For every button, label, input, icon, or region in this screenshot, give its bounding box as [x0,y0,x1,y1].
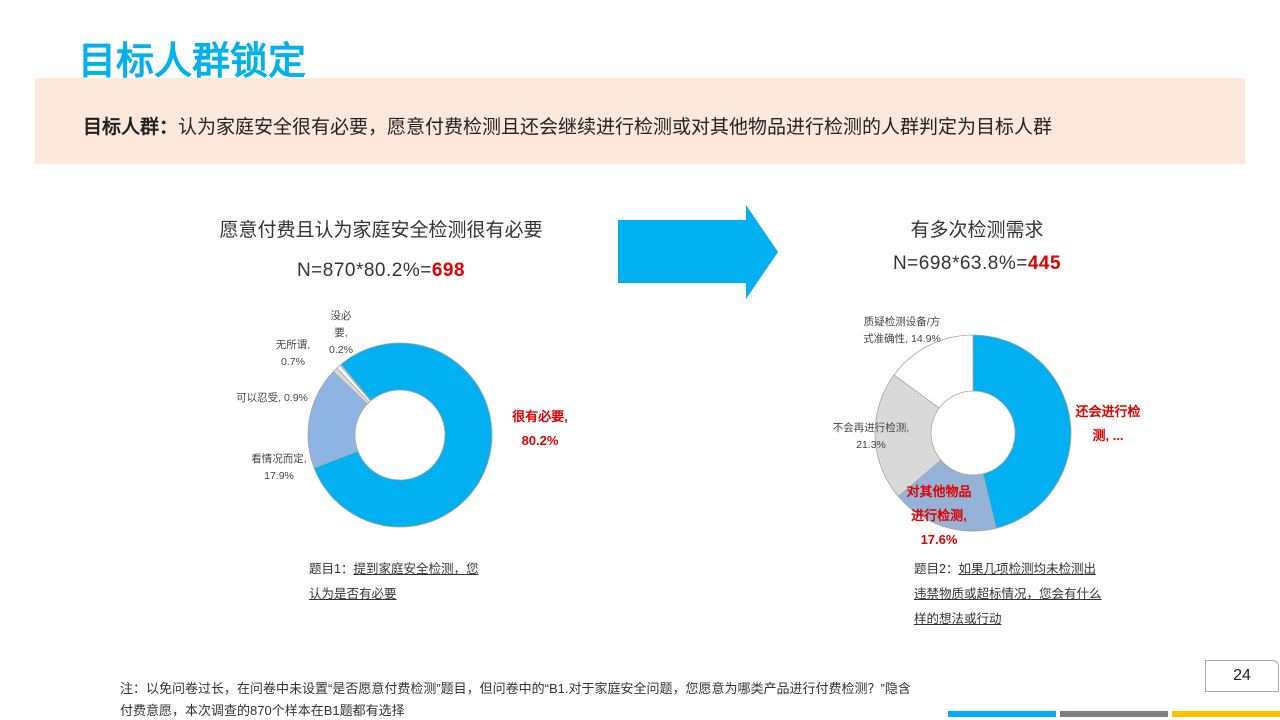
banner-label: 目标人群： [83,117,179,138]
label-value: 0.7% [281,356,305,368]
label-category: 没必要 [331,310,352,339]
label-value: ... [1112,428,1124,443]
left-heading: 愿意付费且认为家庭安全检测很有必要 [219,220,543,241]
formula-text: N=698*63.8%= [892,253,1028,274]
data-label: 对其他物品进行检测 17.6% [905,480,973,552]
label-category: 无所谓 [276,339,310,351]
label-category: 看情况而定 [251,453,306,465]
label-value: 17.6% [920,532,958,547]
donut-slice [313,342,493,528]
donut-slice [897,459,997,532]
label-value: 14.9% [911,333,941,345]
right-formula: N=698*63.8%=445 [840,253,1114,275]
question-1: 题目1：提到家庭安全检测，您认为是否有必要 [309,557,489,607]
donut-slice [339,363,372,402]
data-label: 无所谓 0.7% [270,337,316,371]
banner-text: 目标人群：认为家庭安全很有必要，愿意付费检测且还会继续进行检测或对其他物品进行检… [83,112,1052,139]
deco-bar [1060,711,1168,717]
deco-bar [948,711,1056,717]
formula-result: 698 [431,260,466,281]
question-label: 题目2： [914,562,959,576]
formula-text: N=870*80.2%= [296,260,432,281]
label-category: 不会再进行检测 [833,422,909,434]
question-2: 题目2：如果几项检测均未检测出违禁物质或超标情况，您会有什么样的想法或行动 [914,557,1104,632]
label-value: 0.9% [283,392,308,404]
data-label: 没必要 0.2% [325,308,357,359]
data-label: 还会进行检测... [1074,400,1142,448]
slide-title: 目标人群锁定 [78,41,307,83]
banner-body: 认为家庭安全很有必要，愿意付费检测且还会继续进行检测或对其他物品进行检测的人群判… [178,117,1053,138]
label-category: 对其他物品进行检测 [906,484,971,523]
label-value: 0.2% [329,344,353,356]
formula-result: 445 [1027,253,1062,274]
question-text: 如果几项检测均未检测出违禁物质或超标情况，您会有什么样的想法或行动 [914,562,1102,626]
right-heading: 有多次检测需求 [910,220,1044,241]
banner [35,78,1245,164]
page-number: 24 [1205,660,1279,692]
label-category: 很有必要 [512,409,568,424]
data-label: 很有必要 80.2% [510,405,570,453]
donut-slice [874,374,942,497]
donut-slice [893,334,974,409]
data-label: 看情况而定 17.9% [244,451,314,485]
label-value: 80.2% [521,433,559,448]
footnote: 注：以免问卷过长，在问卷中未设置“是否愿意付费检测”题目，但问卷中的“B1.对于… [120,681,911,718]
left-formula: N=870*80.2%=698 [200,260,562,282]
deco-bar [1172,711,1280,717]
arrow [618,205,778,299]
donut-slice [972,334,1072,529]
label-value: 17.9% [264,470,294,482]
data-label: 不会再进行检测 21.3% [832,420,910,454]
data-label: 质疑检测设备/方式准确性14.9% [862,314,942,348]
data-label: 可以忍受0.9% [230,390,314,407]
label-value: 21.3% [856,439,886,451]
label-category: 还会进行检测 [1075,404,1140,443]
question-label: 题目1： [309,562,354,576]
label-category: 可以忍受 [236,392,284,404]
question-text: 提到家庭安全检测，您认为是否有必要 [309,562,479,601]
